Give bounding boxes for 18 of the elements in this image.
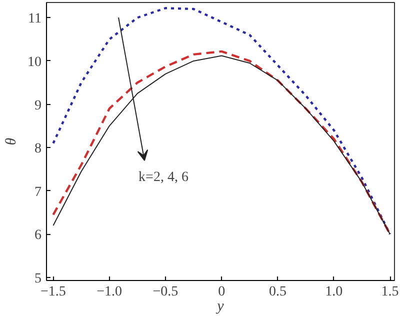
annotation: k=2, 4, 6 bbox=[138, 170, 188, 185]
x-axis-title: y bbox=[215, 298, 224, 314]
x-tick-label: 0 bbox=[218, 284, 226, 300]
x-tick-label: −1.0 bbox=[96, 284, 122, 300]
y-tick-label: 7 bbox=[34, 184, 42, 200]
x-tick-label: 1.5 bbox=[381, 284, 399, 300]
y-tick-label: 6 bbox=[34, 228, 42, 244]
x-tick-label: −0.5 bbox=[152, 284, 178, 300]
x-tick-label: 0.5 bbox=[269, 284, 286, 300]
y-axis-title: θ bbox=[4, 137, 20, 146]
y-tick-label: 5 bbox=[34, 271, 42, 286]
y-tick-label: 10 bbox=[28, 54, 42, 70]
x-tick-label: 1.0 bbox=[325, 284, 343, 300]
line-series bbox=[52, 7, 392, 236]
y-tick-label: 8 bbox=[34, 142, 42, 157]
x-tick-label: −1.5 bbox=[40, 284, 66, 300]
y-tick-label: 11 bbox=[28, 12, 42, 27]
y-tick-label: 9 bbox=[34, 98, 42, 114]
